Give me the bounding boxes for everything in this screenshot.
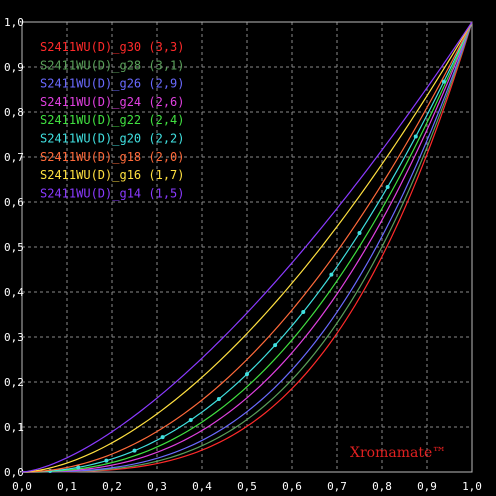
tick-labels: 0,0 0,1 0,2 0,3 0,4 0,5 0,6 0,7 0,8 0,9 1,0 0,0 0,1 0…: [4, 16, 482, 493]
series-line-1: [22, 21, 473, 473]
series-point: [273, 343, 278, 348]
series-line-3: [22, 21, 473, 473]
series-line-4: [21, 21, 473, 473]
y-tick-label: 0,4: [4, 286, 24, 299]
x-tick-label: 0,3: [147, 480, 167, 493]
x-tick-label: 0,5: [237, 480, 257, 493]
series-point: [104, 458, 109, 463]
legend-entry-6: S2411WU(D)_g18 (2,0): [40, 150, 185, 164]
series-point: [441, 79, 446, 84]
series-point: [216, 396, 221, 401]
brand-label: Xromamate™: [350, 445, 446, 461]
x-tick-label: 0,7: [327, 480, 347, 493]
y-tick-label: 0,2: [4, 376, 24, 389]
y-tick-label: 0,0: [4, 466, 24, 479]
series-line-8: [21, 21, 473, 473]
x-tick-label: 0,2: [102, 480, 122, 493]
series-line-6: [21, 21, 473, 473]
series-lines: [21, 21, 473, 473]
y-tick-label: 0,7: [4, 151, 24, 164]
series-point: [245, 372, 249, 377]
legend-entry-8: S2411WU(D)_g14 (1,5): [40, 186, 185, 200]
x-tick-label: 0,9: [417, 480, 437, 493]
series-point: [160, 435, 165, 440]
legend-entry-2: S2411WU(D)_g26 (2,9): [40, 77, 185, 91]
y-tick-label: 0,1: [4, 421, 24, 434]
y-tick-label: 0,3: [4, 331, 24, 344]
legend: S2411WU(D)_g30 (3,3) S2411WU(D)_g28 (3,1)…: [40, 40, 185, 200]
y-tick-label: 0,5: [4, 241, 24, 254]
legend-entry-0: S2411WU(D)_g30 (3,3): [40, 40, 185, 54]
x-tick-label: 0,8: [372, 480, 392, 493]
x-tick-label: 0,4: [192, 480, 212, 493]
series-point: [385, 185, 390, 190]
legend-entry-7: S2411WU(D)_g16 (1,7): [40, 168, 185, 182]
x-tick-label: 1,0: [462, 480, 482, 493]
plot-frame: [21, 21, 473, 473]
y-tick-label: 0,9: [4, 61, 24, 74]
series-point: [188, 417, 193, 422]
series-point: [413, 134, 418, 139]
legend-entry-4: S2411WU(D)_g22 (2,4): [40, 113, 185, 127]
series-point: [132, 448, 137, 453]
series-point: [76, 465, 81, 470]
series-point: [357, 231, 362, 236]
y-tick-label: 0,6: [4, 196, 24, 209]
series-line-2: [22, 21, 473, 473]
legend-entry-1: S2411WU(D)_g28 (3,1): [40, 58, 185, 72]
legend-entry-5: S2411WU(D)_g20 (2,2): [40, 132, 185, 146]
x-tick-label: 0,0: [12, 480, 32, 493]
x-tick-label: 0,6: [282, 480, 302, 493]
y-tick-label: 0,8: [4, 106, 24, 119]
series-point: [301, 309, 306, 314]
x-tick-label: 0,1: [57, 480, 77, 493]
y-tick-label: 1,0: [4, 16, 24, 29]
axes: [21, 21, 473, 473]
series-line-7: [21, 21, 473, 473]
legend-entry-3: S2411WU(D)_g24 (2,6): [40, 95, 185, 109]
series-point: [329, 272, 334, 277]
